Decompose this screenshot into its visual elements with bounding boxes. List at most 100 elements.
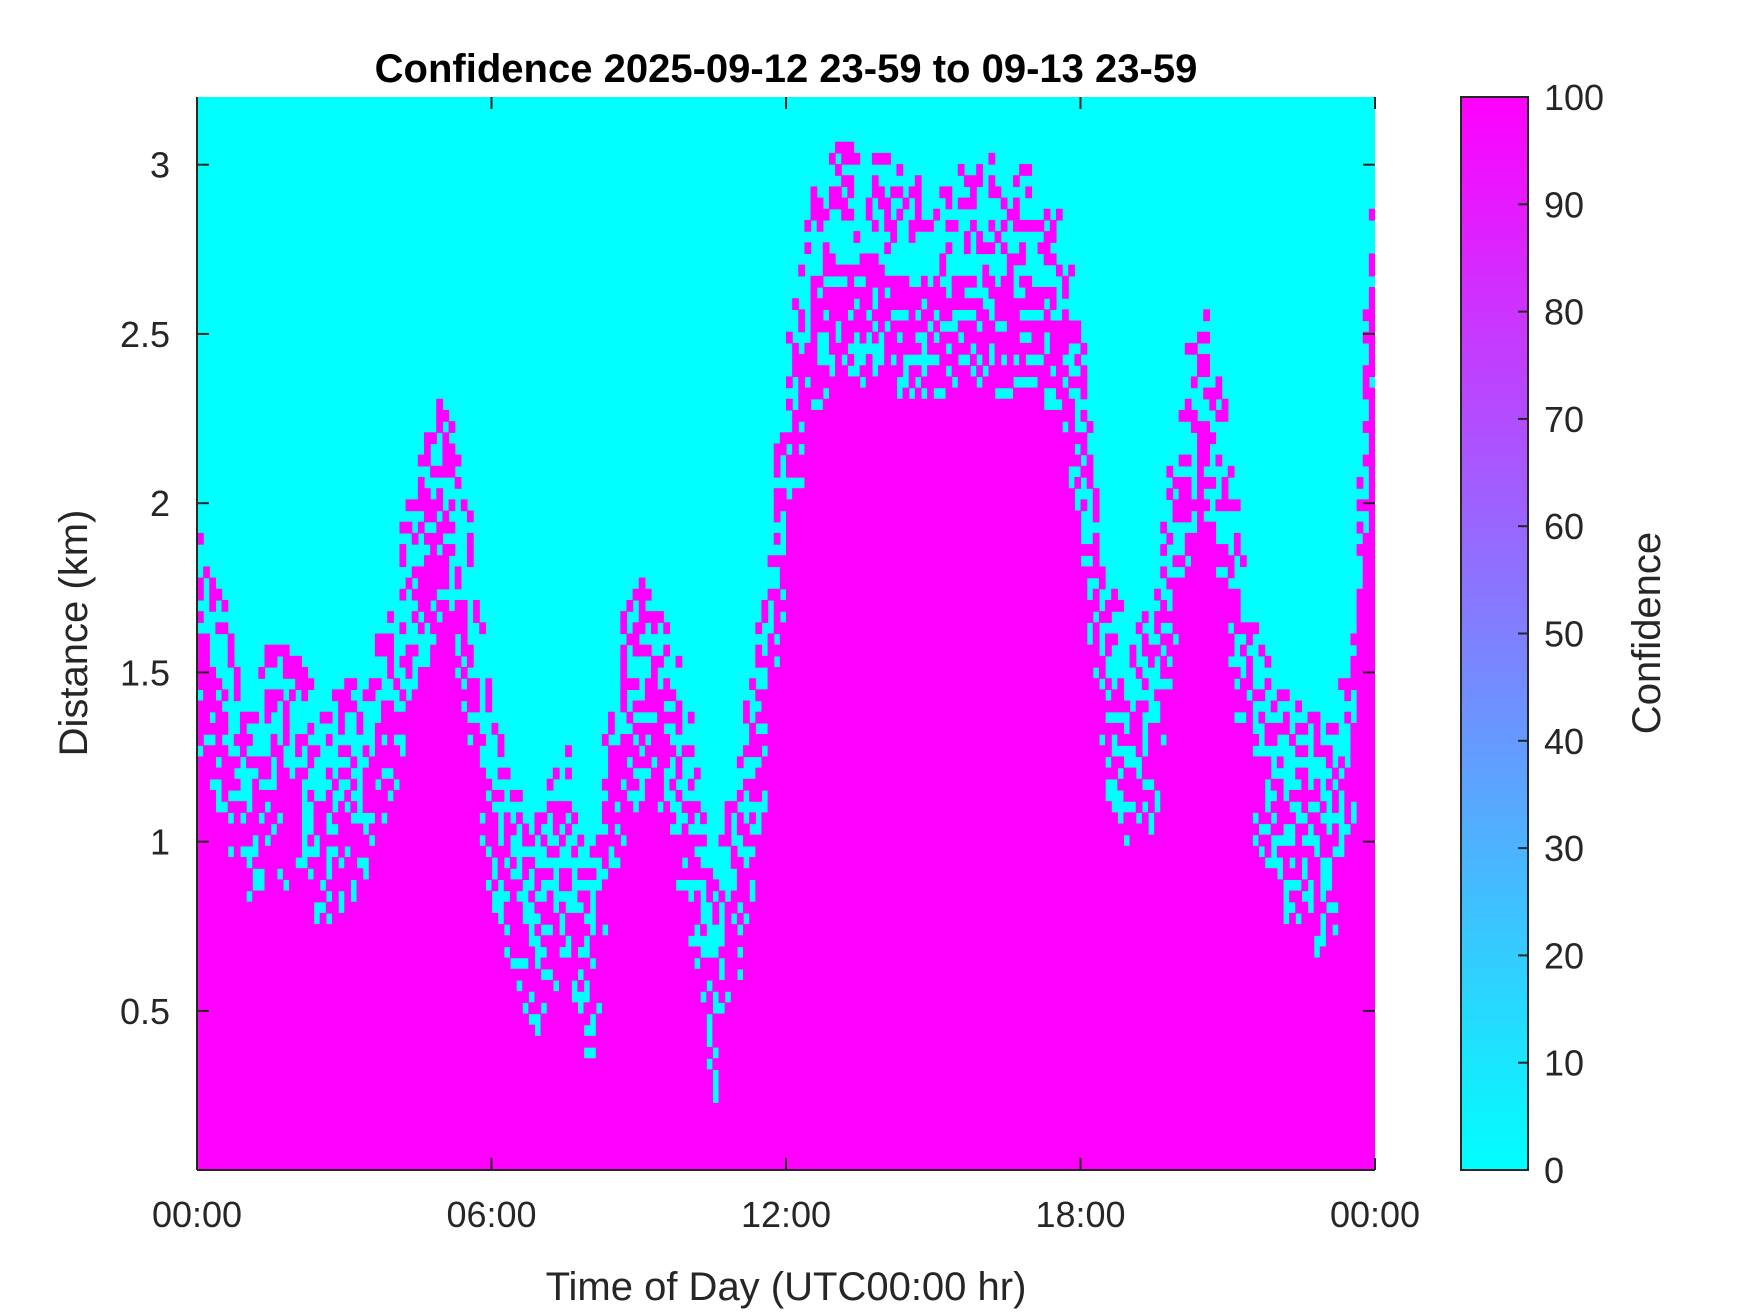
heatmap-cell — [295, 1114, 302, 1126]
heatmap-cell — [583, 924, 591, 936]
heatmap-cell — [620, 924, 628, 936]
heatmap-cell — [835, 633, 842, 646]
heatmap-cell — [786, 1091, 793, 1104]
heatmap-cell — [221, 1102, 229, 1115]
heatmap-cell — [749, 1069, 756, 1082]
heatmap-cell — [466, 532, 474, 545]
heatmap-cell — [522, 1080, 529, 1093]
heatmap-cell — [841, 924, 848, 936]
heatmap-cell — [878, 968, 885, 981]
heatmap-cell — [430, 1047, 437, 1059]
heatmap-cell — [540, 1136, 548, 1149]
heatmap-cell — [233, 1024, 241, 1037]
heatmap-cell — [479, 879, 486, 892]
heatmap-cell — [608, 834, 615, 847]
heatmap-cell — [878, 834, 885, 847]
heatmap-cell — [276, 1002, 284, 1015]
heatmap-cell — [558, 868, 566, 880]
heatmap-cell — [896, 857, 904, 869]
heatmap-cell — [786, 544, 793, 556]
heatmap-cell — [878, 946, 885, 959]
heatmap-cell — [319, 968, 327, 981]
heatmap-cell — [859, 555, 867, 568]
heatmap-cell — [828, 745, 836, 758]
heatmap-cell — [485, 968, 493, 981]
heatmap-cell — [215, 812, 223, 825]
heatmap-cell — [773, 1114, 781, 1126]
heatmap-cell — [589, 1091, 597, 1104]
heatmap-cell — [712, 1158, 720, 1170]
heatmap-cell — [632, 1058, 640, 1071]
heatmap-cell — [460, 812, 468, 825]
heatmap-cell — [816, 957, 824, 970]
heatmap-cell — [724, 924, 732, 936]
heatmap-cell — [700, 957, 707, 970]
heatmap-cell — [798, 264, 806, 277]
heatmap-cell — [595, 1035, 603, 1048]
heatmap-cell — [411, 756, 419, 769]
heatmap-cell — [767, 644, 775, 657]
heatmap-cell — [466, 868, 474, 880]
heatmap-cell — [221, 689, 229, 702]
heatmap-cell — [730, 1136, 738, 1149]
heatmap-cell — [289, 946, 296, 959]
heatmap-cell — [442, 700, 450, 713]
heatmap-cell — [822, 767, 830, 780]
heatmap-cell — [871, 499, 879, 512]
heatmap-cell — [663, 857, 671, 869]
heatmap-cell — [804, 991, 812, 1003]
heatmap-cell — [282, 1102, 290, 1115]
heatmap-cell — [755, 1002, 763, 1015]
heatmap-cell — [258, 968, 266, 981]
heatmap-cell — [657, 767, 664, 780]
heatmap-cell — [466, 901, 474, 914]
heatmap-cell — [417, 879, 425, 892]
heatmap-cell — [368, 801, 376, 813]
heatmap-cell — [601, 1035, 609, 1048]
heatmap-cell — [522, 991, 529, 1003]
heatmap-cell — [411, 611, 419, 623]
heatmap-cell — [381, 834, 388, 847]
heatmap-cell — [638, 845, 646, 858]
heatmap-cell — [828, 342, 836, 355]
heatmap-cell — [706, 890, 713, 903]
heatmap-cell — [743, 946, 750, 959]
heatmap-cell — [289, 812, 296, 825]
heatmap-cell — [786, 599, 793, 612]
heatmap-cell — [761, 823, 769, 836]
heatmap-cell — [565, 1080, 572, 1093]
heatmap-cell — [638, 1013, 646, 1026]
heatmap-cell — [816, 1102, 824, 1115]
heatmap-cell — [368, 1047, 376, 1059]
heatmap-cell — [460, 901, 468, 914]
heatmap-cell — [221, 745, 229, 758]
heatmap-cell — [313, 979, 321, 992]
heatmap-cell — [779, 1002, 787, 1015]
heatmap-cell — [644, 901, 652, 914]
heatmap-cell — [503, 1035, 511, 1048]
heatmap-cell — [878, 1125, 885, 1138]
heatmap-cell — [436, 499, 444, 512]
heatmap-cell — [822, 722, 830, 735]
heatmap-cell — [669, 1114, 677, 1126]
heatmap-cell — [871, 745, 879, 758]
heatmap-cell — [239, 1136, 247, 1149]
heatmap-cell — [779, 957, 787, 970]
heatmap-cell — [614, 756, 621, 769]
heatmap-cell — [626, 1125, 634, 1138]
heatmap-cell — [381, 991, 388, 1003]
heatmap-cell — [736, 935, 744, 948]
heatmap-cell — [460, 499, 468, 512]
heatmap-cell — [381, 1102, 388, 1115]
heatmap-cell — [436, 409, 444, 422]
heatmap-cell — [859, 812, 867, 825]
heatmap-cell — [638, 1002, 646, 1015]
heatmap-cell — [847, 1125, 855, 1138]
heatmap-cell — [442, 443, 450, 456]
heatmap-cell — [246, 1136, 253, 1149]
heatmap-cell — [301, 767, 309, 780]
heatmap-cell — [853, 689, 861, 702]
heatmap-cell — [436, 1158, 444, 1170]
heatmap-cell — [411, 801, 419, 813]
heatmap-cell — [215, 868, 223, 880]
